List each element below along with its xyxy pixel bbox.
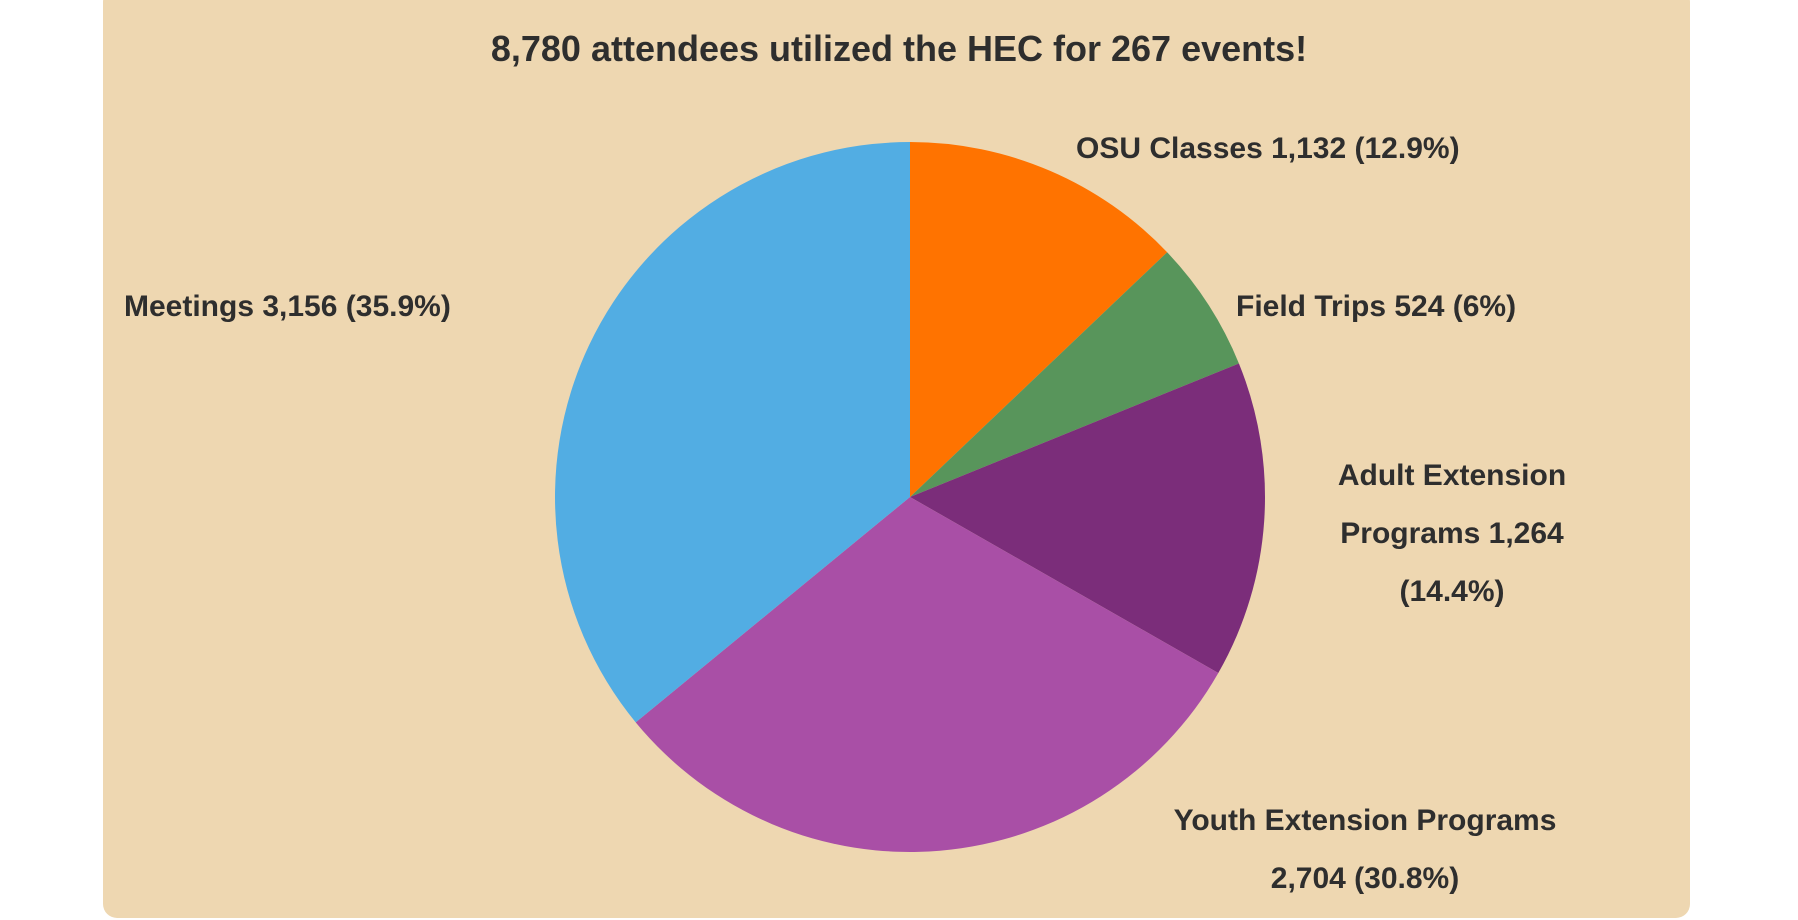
label-line: (14.4%) <box>1399 575 1505 608</box>
pie-slice-meetings <box>555 142 910 723</box>
chart-title: 8,780 attendees utilized the HEC for 267… <box>490 28 1308 69</box>
pie-slice-osu-classes <box>910 142 1168 497</box>
label-meetings: Meetings 3,156 (35.9%) <box>124 290 451 323</box>
label-adult-extension: Adult Extension Programs 1,264 (14.4%) <box>1300 447 1604 621</box>
label-field-trips: Field Trips 524 (6%) <box>1236 290 1517 323</box>
label-line: Adult Extension <box>1337 459 1567 492</box>
label-line: Youth Extension Programs <box>1173 804 1557 837</box>
label-youth-extension: Youth Extension Programs 2,704 (30.8%) <box>1100 792 1630 908</box>
label-osu-classes: OSU Classes 1,132 (12.9%) <box>1076 132 1460 165</box>
pie-slice-youth-extension-programs <box>635 497 1219 852</box>
pie-slice-field-trips <box>910 252 1239 497</box>
label-line: Programs 1,264 <box>1340 517 1564 550</box>
pie-slice-adult-extension-programs <box>910 363 1265 674</box>
label-line: 2,704 (30.8%) <box>1270 862 1460 895</box>
